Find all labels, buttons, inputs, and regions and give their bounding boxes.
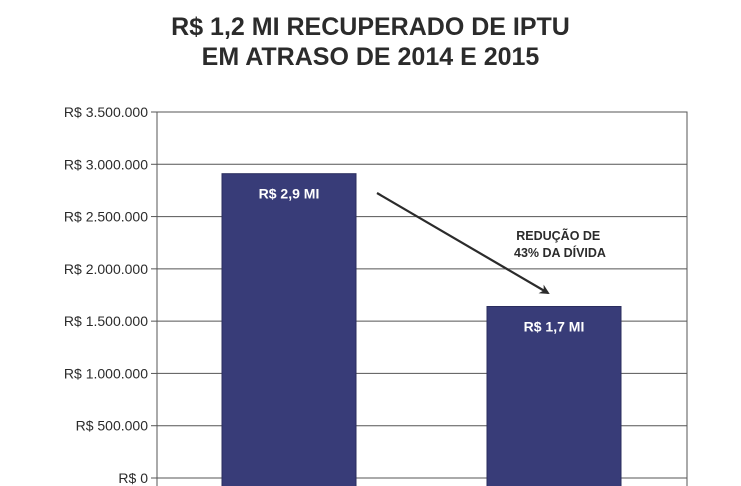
y-tick-label: R$ 3.000.000 [64, 156, 148, 172]
data-labels: R$ 2,9 MI R$ 1,7 MI [259, 186, 585, 335]
bar-2 [486, 306, 622, 486]
chart-title-line-1: R$ 1,2 MI RECUPERADO DE IPTU [171, 13, 570, 41]
bar-1 [221, 173, 357, 486]
reduction-annotation: REDUÇÃO DE 43% DA DÍVIDA [514, 228, 606, 260]
y-tick-label: R$ 2.500.000 [64, 209, 148, 225]
annotation-line-2: 43% DA DÍVIDA [514, 245, 606, 260]
y-tick-label: R$ 0 [118, 470, 148, 486]
annotation-line-1: REDUÇÃO DE [516, 228, 600, 243]
y-tick-label: R$ 1.000.000 [64, 365, 148, 381]
chart-title: R$ 1,2 MI RECUPERADO DE IPTU EM ATRASO D… [0, 12, 741, 72]
y-axis: R$ 0 R$ 500.000 R$ 1.000.000 R$ 1.500.000 R$… [64, 104, 157, 486]
plot-area-frame [156, 111, 688, 486]
bar-data-label: R$ 2,9 MI [259, 186, 320, 202]
y-tick-label: R$ 3.500.000 [64, 104, 148, 120]
y-tick-label: R$ 1.500.000 [64, 313, 148, 329]
y-tick-label: R$ 2.000.000 [64, 261, 148, 277]
bars [221, 173, 622, 486]
bar-data-label: R$ 1,7 MI [524, 319, 585, 335]
y-tick-label: R$ 500.000 [76, 418, 149, 434]
chart-title-line-2: EM ATRASO DE 2014 E 2015 [201, 43, 540, 71]
reduction-arrow [376, 192, 550, 295]
